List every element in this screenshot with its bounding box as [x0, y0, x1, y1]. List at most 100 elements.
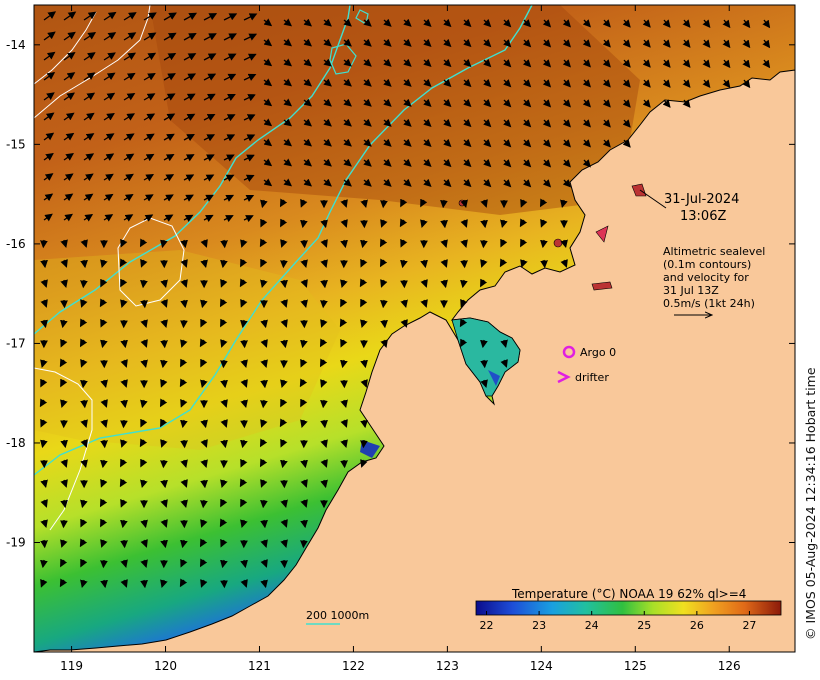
- velocity-arrow: [463, 18, 472, 28]
- velocity-arrow: [220, 498, 228, 508]
- velocity-arrow: [280, 339, 288, 349]
- velocity-arrow: [443, 18, 452, 28]
- velocity-arrow: [363, 138, 372, 147]
- velocity-arrow: [220, 318, 228, 328]
- lon-tick-label: 125: [624, 659, 647, 673]
- velocity-arrow: [423, 138, 432, 147]
- velocity-arrow: [99, 498, 108, 508]
- velocity-arrow: [163, 52, 177, 61]
- velocity-arrow: [140, 299, 148, 309]
- velocity-arrow: [283, 118, 293, 127]
- velocity-arrow: [183, 214, 194, 222]
- velocity-arrow: [60, 319, 68, 329]
- altimetry-line-2: (0.1m contours): [663, 258, 751, 271]
- velocity-arrow: [260, 279, 268, 289]
- velocity-arrow: [343, 118, 352, 127]
- velocity-arrow: [120, 399, 128, 409]
- velocity-arrow: [440, 239, 448, 248]
- velocity-arrow: [80, 499, 88, 509]
- velocity-arrow: [63, 11, 77, 21]
- velocity-arrow: [340, 459, 348, 469]
- velocity-arrow: [263, 38, 273, 47]
- velocity-arrow: [279, 198, 288, 208]
- velocity-arrow: [103, 193, 114, 202]
- velocity-arrow: [140, 259, 148, 268]
- velocity-arrow: [483, 18, 492, 28]
- velocity-arrow: [240, 239, 248, 248]
- velocity-arrow: [602, 79, 611, 88]
- velocity-arrow: [360, 379, 368, 388]
- velocity-arrow: [60, 499, 68, 509]
- longitude-axis: 119 120 121 122 123 124 125 126: [60, 5, 741, 673]
- velocity-arrow: [160, 519, 168, 528]
- velocity-arrow: [280, 379, 288, 388]
- velocity-arrow: [220, 419, 228, 428]
- velocity-arrow: [483, 98, 492, 108]
- velocity-arrow: [83, 153, 95, 161]
- velocity-arrow: [43, 213, 53, 222]
- velocity-arrow: [200, 259, 208, 269]
- colorbar-tick-label: 27: [742, 619, 756, 632]
- velocity-arrow: [300, 339, 308, 349]
- velocity-arrow: [183, 53, 197, 61]
- velocity-arrow: [140, 539, 148, 548]
- velocity-arrow: [200, 519, 208, 528]
- velocity-arrow: [163, 73, 176, 81]
- velocity-arrow: [602, 39, 611, 48]
- velocity-arrow: [183, 154, 195, 162]
- velocity-arrow: [120, 339, 128, 349]
- velocity-arrow: [263, 178, 273, 187]
- velocity-arrow: [240, 519, 248, 528]
- velocity-arrow: [423, 178, 432, 187]
- lon-tick-label: 120: [154, 659, 177, 673]
- velocity-arrow: [762, 59, 771, 69]
- velocity-arrow: [443, 98, 452, 108]
- velocity-arrow: [180, 419, 188, 429]
- velocity-arrow: [383, 138, 392, 147]
- velocity-arrow: [123, 153, 135, 162]
- velocity-arrow: [140, 279, 148, 289]
- velocity-arrow: [662, 99, 671, 108]
- velocity-arrow: [260, 339, 268, 348]
- velocity-arrow: [60, 558, 68, 568]
- velocity-arrow: [280, 398, 288, 408]
- velocity-arrow: [383, 38, 392, 47]
- velocity-arrow: [160, 279, 168, 289]
- velocity-arrow: [43, 152, 54, 161]
- velocity-arrow: [263, 138, 273, 147]
- velocity-arrow: [320, 259, 328, 268]
- velocity-arrow: [120, 379, 128, 388]
- lat-tick-label: -19: [6, 536, 26, 550]
- velocity-arrow: [582, 99, 591, 108]
- velocity-arrow: [40, 559, 48, 569]
- velocity-arrow: [522, 139, 532, 148]
- velocity-arrow: [582, 79, 591, 88]
- velocity-arrow: [463, 38, 472, 48]
- velocity-arrow: [383, 18, 392, 27]
- velocity-arrow: [120, 539, 128, 549]
- velocity-arrow: [340, 359, 348, 369]
- velocity-arrow: [319, 358, 328, 368]
- velocity-arrow: [360, 298, 368, 308]
- velocity-arrow: [380, 199, 388, 209]
- velocity-arrow: [39, 398, 48, 408]
- velocity-arrow: [223, 73, 237, 81]
- velocity-arrow: [662, 19, 671, 28]
- velocity-arrow: [140, 458, 148, 468]
- velocity-arrow: [303, 98, 313, 107]
- altimetry-line-5: 0.5m/s (1kt 24h): [663, 297, 755, 310]
- velocity-arrow: [280, 539, 288, 548]
- velocity-arrow: [522, 99, 532, 108]
- velocity-arrow: [240, 379, 248, 388]
- velocity-arrow: [160, 299, 168, 308]
- velocity-arrow: [200, 439, 208, 448]
- velocity-arrow: [120, 419, 128, 429]
- velocity-arrow: [63, 153, 74, 161]
- velocity-arrow: [340, 338, 348, 348]
- velocity-arrow: [463, 118, 472, 128]
- velocity-arrow: [360, 239, 368, 249]
- velocity-arrow: [103, 112, 115, 121]
- velocity-arrow: [320, 459, 328, 468]
- velocity-arrow: [243, 33, 258, 41]
- velocity-arrow: [403, 178, 412, 187]
